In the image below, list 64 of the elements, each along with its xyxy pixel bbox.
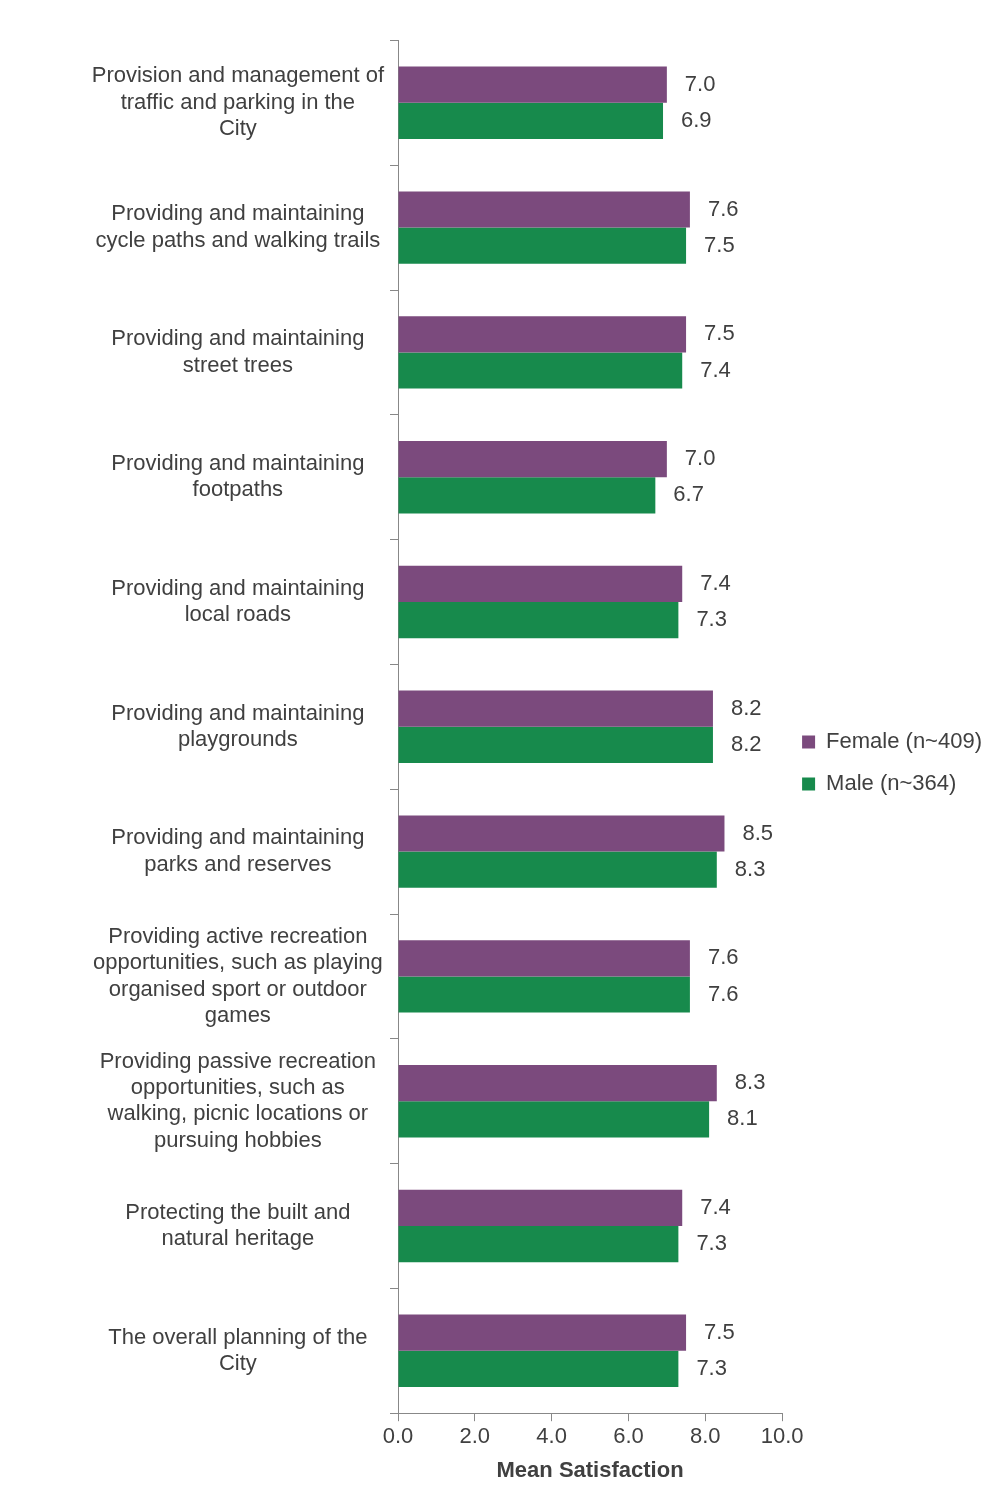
data-label: 6.9 xyxy=(681,106,712,132)
data-label: 7.3 xyxy=(696,1354,727,1380)
data-label: 7.6 xyxy=(707,980,739,1006)
data-label: 8.3 xyxy=(734,855,766,881)
bar xyxy=(398,1065,717,1102)
x-tick-label: 4.0 xyxy=(536,1423,567,1449)
y-tick-label: Providing and maintaining street trees xyxy=(111,325,365,377)
data-label: 7.0 xyxy=(684,445,716,471)
data-label: 7.4 xyxy=(700,356,731,382)
bar xyxy=(398,227,687,264)
x-axis-title: Mean Satisfaction xyxy=(496,1456,684,1482)
bar xyxy=(398,940,690,977)
data-label: 7.6 xyxy=(707,944,739,970)
y-tick-label: Providing passive recreation opportunities, such as walking, picnic locations or pursuing hobbies xyxy=(99,1047,377,1152)
bar xyxy=(398,565,683,602)
x-tick-label: 6.0 xyxy=(613,1423,644,1449)
data-label: 6.7 xyxy=(673,481,704,507)
bar xyxy=(398,690,713,727)
x-tick-label: 10.0 xyxy=(760,1423,804,1449)
bar xyxy=(398,1314,687,1351)
data-label: 7.3 xyxy=(696,606,727,632)
data-label: 8.5 xyxy=(742,819,774,845)
y-tick-label: Providing and maintaining local roads xyxy=(111,574,365,627)
y-tick-label: Providing active recreation opportunities, such as playing organised sport or outdoor games xyxy=(92,922,383,1028)
data-label: 7.5 xyxy=(704,1318,735,1344)
data-label: 7.0 xyxy=(684,70,716,96)
bar xyxy=(398,66,667,103)
y-tick-label: Providing and maintaining playgrounds xyxy=(111,699,365,752)
bar xyxy=(398,1226,679,1263)
bar xyxy=(398,441,667,478)
data-label: 8.2 xyxy=(730,694,762,720)
y-tick-label: Providing and maintaining cycle paths and walking trails xyxy=(95,200,381,252)
data-label: 7.6 xyxy=(707,195,739,221)
data-label: 7.4 xyxy=(700,1193,731,1219)
data-label: 7.3 xyxy=(696,1230,727,1256)
y-tick-label: Providing and maintaining footpaths xyxy=(111,450,365,502)
bar xyxy=(398,477,656,514)
data-label: 7.4 xyxy=(700,569,731,595)
bar xyxy=(398,1101,710,1138)
x-tick-label: 8.0 xyxy=(689,1423,721,1449)
bar xyxy=(398,976,690,1013)
bar xyxy=(398,191,690,228)
bar xyxy=(398,1189,683,1226)
y-tick-label: Protecting the built and natural heritage xyxy=(125,1198,351,1251)
data-label: 8.2 xyxy=(730,730,762,756)
x-tick-label: 0.0 xyxy=(382,1423,414,1449)
x-tick-label: 2.0 xyxy=(459,1423,491,1449)
bar xyxy=(398,352,683,389)
bar xyxy=(398,726,713,763)
y-tick-label: Providing and maintaining parks and reserves xyxy=(111,824,365,876)
legend-label: Female (n~409) xyxy=(826,728,983,754)
bar xyxy=(398,102,664,139)
bar xyxy=(398,851,717,888)
data-label: 7.5 xyxy=(704,320,735,346)
bar xyxy=(398,815,725,852)
data-label: 7.5 xyxy=(704,231,735,257)
bar xyxy=(398,316,687,353)
data-label: 8.3 xyxy=(734,1069,766,1095)
y-tick-label: The overall planning of the City xyxy=(108,1323,368,1376)
legend-label: Male (n~364) xyxy=(826,770,957,796)
bar xyxy=(398,602,679,639)
data-label: 8.1 xyxy=(727,1105,758,1131)
bar xyxy=(398,1350,679,1387)
y-tick-label: Provision and management of traffic and parking in the City xyxy=(91,62,385,141)
